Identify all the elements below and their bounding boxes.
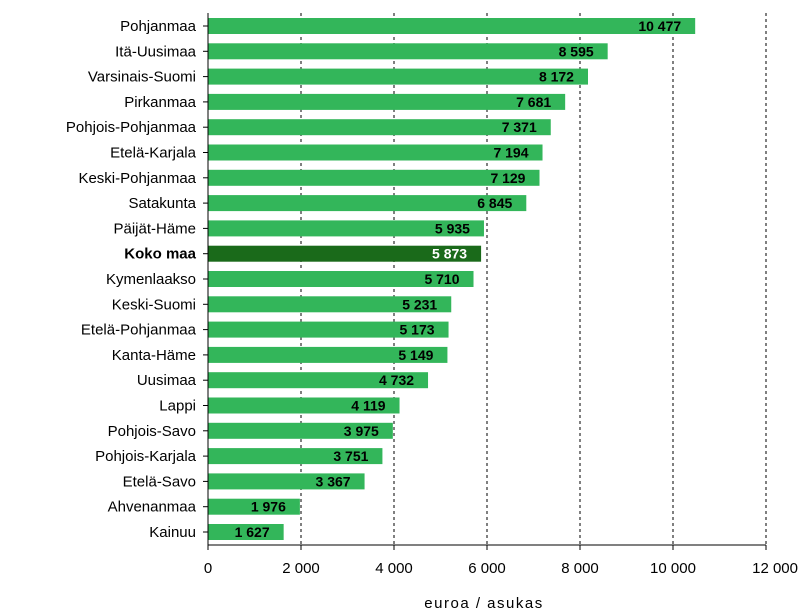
bar-keski-pohjanmaa: [208, 169, 540, 186]
bar-kanta-häme: [208, 346, 448, 363]
category-label: Itä-Uusimaa: [115, 43, 197, 60]
x-tick-label: 8 000: [561, 560, 599, 577]
category-label: Keski-Suomi: [112, 296, 196, 313]
value-label: 1 976: [251, 499, 286, 515]
bar-pohjanmaa: [208, 18, 696, 34]
category-label: Uusimaa: [137, 372, 197, 389]
bar-uusimaa: [208, 372, 429, 389]
bar-keski-suomi: [208, 296, 452, 313]
category-label: Kymenlaakso: [106, 271, 196, 288]
bar-varsinais-suomi: [208, 68, 588, 85]
x-axis-title: euroa / asukas: [424, 595, 543, 612]
category-label: Varsinais-Suomi: [88, 69, 196, 86]
value-label: 8 595: [559, 43, 594, 59]
bar-pohjois-savo: [208, 422, 393, 439]
category-label: Pirkanmaa: [124, 94, 196, 111]
category-label: Pohjois-Savo: [108, 423, 196, 440]
bar-kainuu: [208, 524, 284, 540]
category-label: Satakunta: [128, 195, 196, 212]
x-tick-label: 10 000: [650, 560, 696, 577]
category-label: Päijät-Häme: [113, 220, 196, 237]
category-label: Koko maa: [124, 246, 196, 263]
value-label: 7 129: [490, 170, 525, 186]
bar-satakunta: [208, 195, 527, 212]
value-label: 10 477: [638, 18, 681, 34]
bar-pirkanmaa: [208, 93, 566, 110]
x-tick-label: 12 000: [752, 560, 798, 577]
x-tick-label: 4 000: [375, 560, 413, 577]
bar-itä-uusimaa: [208, 43, 608, 60]
value-label: 3 975: [344, 423, 379, 439]
value-label: 3 751: [333, 448, 368, 464]
bar-koko-maa: [208, 245, 482, 262]
x-tick-label: 2 000: [282, 560, 320, 577]
bar-etelä-karjala: [208, 144, 543, 161]
value-label: 8 172: [539, 69, 574, 85]
value-label: 7 371: [502, 119, 537, 135]
category-label: Etelä-Pohjanmaa: [81, 322, 197, 339]
value-label: 5 873: [432, 246, 467, 262]
bar-pohjois-karjala: [208, 448, 383, 465]
bar-lappi: [208, 397, 400, 414]
bar-päijät-häme: [208, 220, 484, 237]
value-label: 4 119: [351, 398, 385, 414]
value-label: 3 367: [316, 473, 351, 489]
x-tick-label: 6 000: [468, 560, 506, 577]
bar-etelä-pohjanmaa: [208, 321, 449, 338]
value-label: 5 710: [424, 271, 459, 287]
category-label: Pohjois-Karjala: [95, 448, 197, 465]
bar-pohjois-pohjanmaa: [208, 119, 551, 136]
category-label: Keski-Pohjanmaa: [78, 170, 196, 187]
category-label: Ahvenanmaa: [108, 499, 197, 516]
category-label: Etelä-Karjala: [110, 145, 197, 162]
value-label: 5 149: [398, 347, 433, 363]
category-label: Pohjanmaa: [120, 18, 197, 35]
bar-etelä-savo: [208, 473, 365, 490]
bars: 10 477 8 595 8 172 7 681 7 371 7 194 7 129 6 84…: [208, 18, 696, 540]
category-label: Kainuu: [149, 524, 196, 541]
category-label: Etelä-Savo: [123, 473, 196, 490]
value-label: 5 935: [435, 220, 470, 236]
category-label: Lappi: [159, 398, 196, 415]
value-label: 6 845: [477, 195, 512, 211]
axes: Pohjanmaa Itä-Uusimaa Varsinais-Suomi Pirka…: [66, 13, 798, 577]
bar-ahvenanmaa: [208, 498, 300, 515]
category-label: Pohjois-Pohjanmaa: [66, 119, 197, 136]
value-label: 5 231: [402, 296, 437, 312]
value-label: 1 627: [235, 524, 270, 540]
value-label: 7 194: [493, 145, 528, 161]
bar-kymenlaakso: [208, 271, 474, 287]
x-tick-label: 0: [204, 560, 212, 577]
value-label: 4 732: [379, 372, 414, 388]
value-label: 5 173: [399, 322, 434, 338]
value-label: 7 681: [516, 94, 551, 110]
category-label: Kanta-Häme: [112, 347, 196, 364]
